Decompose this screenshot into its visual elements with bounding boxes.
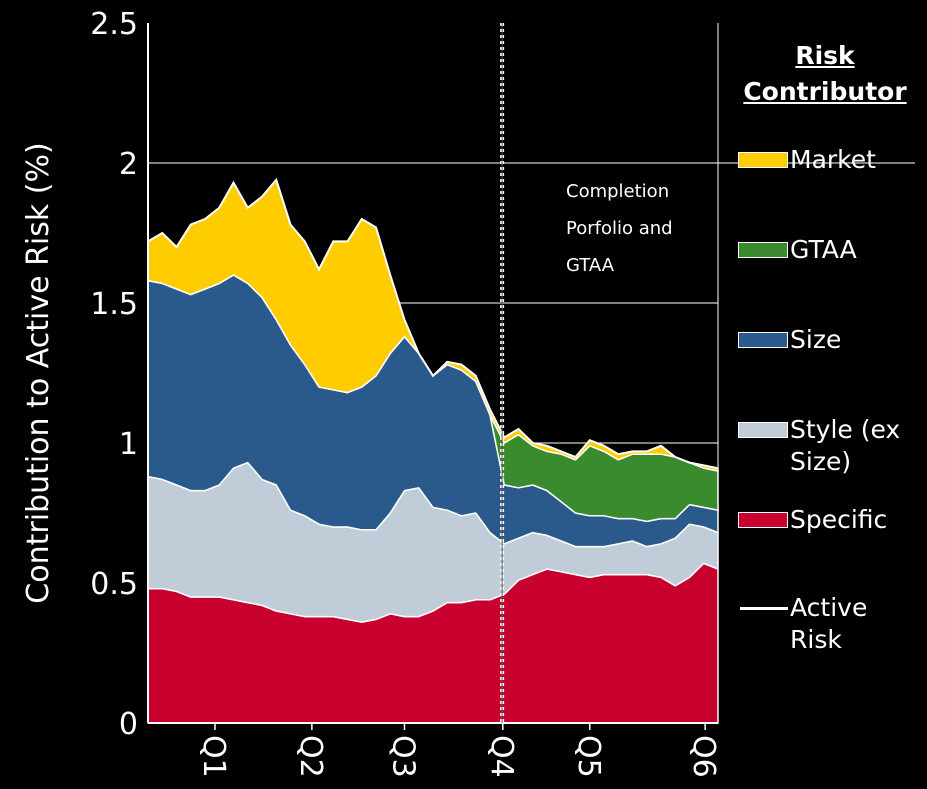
x-tick-label: Q3 bbox=[386, 735, 421, 778]
legend-swatch bbox=[738, 512, 788, 528]
legend-line bbox=[740, 607, 788, 610]
line bbox=[147, 177, 719, 470]
y-tick-label: 0 bbox=[119, 707, 138, 742]
legend-swatch bbox=[738, 152, 788, 168]
legend-label: Specific bbox=[790, 505, 888, 534]
y-tick-label: 2.5 bbox=[90, 7, 138, 42]
x-tick-label: Q1 bbox=[196, 735, 231, 778]
y-axis-label: Contribution to Active Risk (%) bbox=[21, 142, 56, 603]
legend-label: Market bbox=[790, 145, 876, 174]
x-tick-label: Q2 bbox=[293, 735, 328, 778]
x-tick-label: Q4 bbox=[484, 735, 519, 778]
legend-swatch bbox=[738, 332, 788, 348]
legend-label: Style (ex Size) bbox=[790, 415, 901, 476]
x-tick-label: Q6 bbox=[686, 735, 721, 778]
y-tick-label: 1.5 bbox=[90, 287, 138, 322]
y-tick-label: 0.5 bbox=[90, 567, 138, 602]
legend-label: Size bbox=[790, 325, 842, 354]
legend-label: GTAA bbox=[790, 235, 857, 264]
y-tick-label: 1 bbox=[119, 427, 138, 462]
legend-title: Risk Contributor bbox=[743, 41, 907, 106]
annotation: Porfolio and bbox=[566, 218, 673, 239]
y-tick-label: 2 bbox=[119, 147, 138, 182]
annotation: Completion bbox=[566, 181, 669, 202]
x-tick-label: Q5 bbox=[571, 735, 606, 778]
annotation: GTAA bbox=[566, 255, 615, 276]
legend-label: Active Risk bbox=[790, 593, 868, 654]
legend-swatch bbox=[738, 242, 788, 258]
legend-swatch bbox=[738, 422, 788, 438]
